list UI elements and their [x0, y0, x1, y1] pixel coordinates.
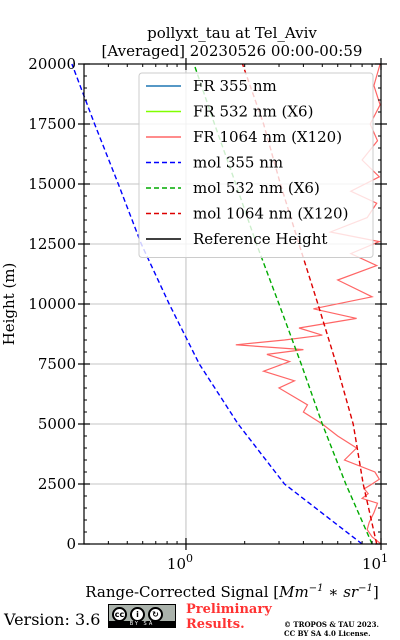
x-axis-label-prefix: Range-Corrected Signal [	[85, 583, 279, 600]
series-line-3	[71, 63, 363, 545]
legend-label-1: FR 532 nm (X6)	[193, 103, 313, 121]
legend-label-2: FR 1064 nm (X120)	[193, 128, 342, 146]
y-tick-label: 2500	[38, 475, 76, 493]
y-axis-label: Height (m)	[0, 263, 18, 346]
legend-label-3: mol 355 nm	[193, 154, 283, 172]
x-tick-label: 101	[362, 552, 388, 573]
x-axis-label: Range-Corrected Signal [Mm−1 ∗ sr−1]	[85, 583, 378, 600]
preliminary-line1: Preliminary	[186, 602, 272, 617]
x-tick-exponent: 0	[186, 552, 193, 565]
chart-title-line2: [Averaged] 20230526 00:00-00:59	[102, 42, 363, 60]
preliminary-notice: Preliminary Results.	[186, 602, 272, 632]
legend-label-5: mol 1064 nm (X120)	[193, 205, 348, 223]
height-profile-chart: pollyxt_tau at Tel_Aviv [Averaged] 20230…	[0, 24, 388, 600]
legend-box	[138, 72, 374, 258]
x-tick-label: 100	[167, 552, 193, 573]
x-axis-label-unit: Mm−1 ∗ sr−1	[278, 583, 373, 600]
x-tick-exponent: 1	[381, 552, 388, 565]
copyright-line1: © TROPOS & TAU 2023.	[284, 620, 379, 629]
chart-title-line1: pollyxt_tau at Tel_Aviv	[147, 24, 317, 42]
cc-icon: cc	[112, 607, 127, 622]
copyright-line2: CC BY SA 4.0 License.	[284, 629, 371, 638]
series-line-5	[241, 63, 378, 545]
legend-label-4: mol 532 nm (X6)	[193, 179, 320, 197]
y-tick-label: 10000	[28, 295, 76, 313]
sa-icon: ↻	[148, 607, 163, 622]
cc-badge-text: BY SA	[109, 621, 175, 627]
y-tick-label: 0	[66, 535, 76, 553]
copyright-notice: © TROPOS & TAU 2023. CC BY SA 4.0 Licens…	[284, 620, 379, 638]
y-tick-label: 17500	[28, 115, 76, 133]
y-tick-label: 5000	[38, 415, 76, 433]
by-icon: i	[130, 607, 145, 622]
plot-area: 0250050007500100001250015000175002000010…	[28, 55, 388, 573]
legend-label-6: Reference Height	[193, 230, 327, 248]
y-tick-label: 7500	[38, 355, 76, 373]
cc-license-badge: cc i ↻ BY SA	[108, 604, 176, 628]
y-tick-label: 20000	[28, 55, 76, 73]
preliminary-line2: Results.	[186, 617, 245, 632]
y-tick-label: 12500	[28, 235, 76, 253]
y-tick-label: 15000	[28, 175, 76, 193]
version-label: Version: 3.6	[4, 610, 101, 629]
legend-label-0: FR 355 nm	[193, 77, 277, 95]
axes-frame	[83, 63, 382, 545]
